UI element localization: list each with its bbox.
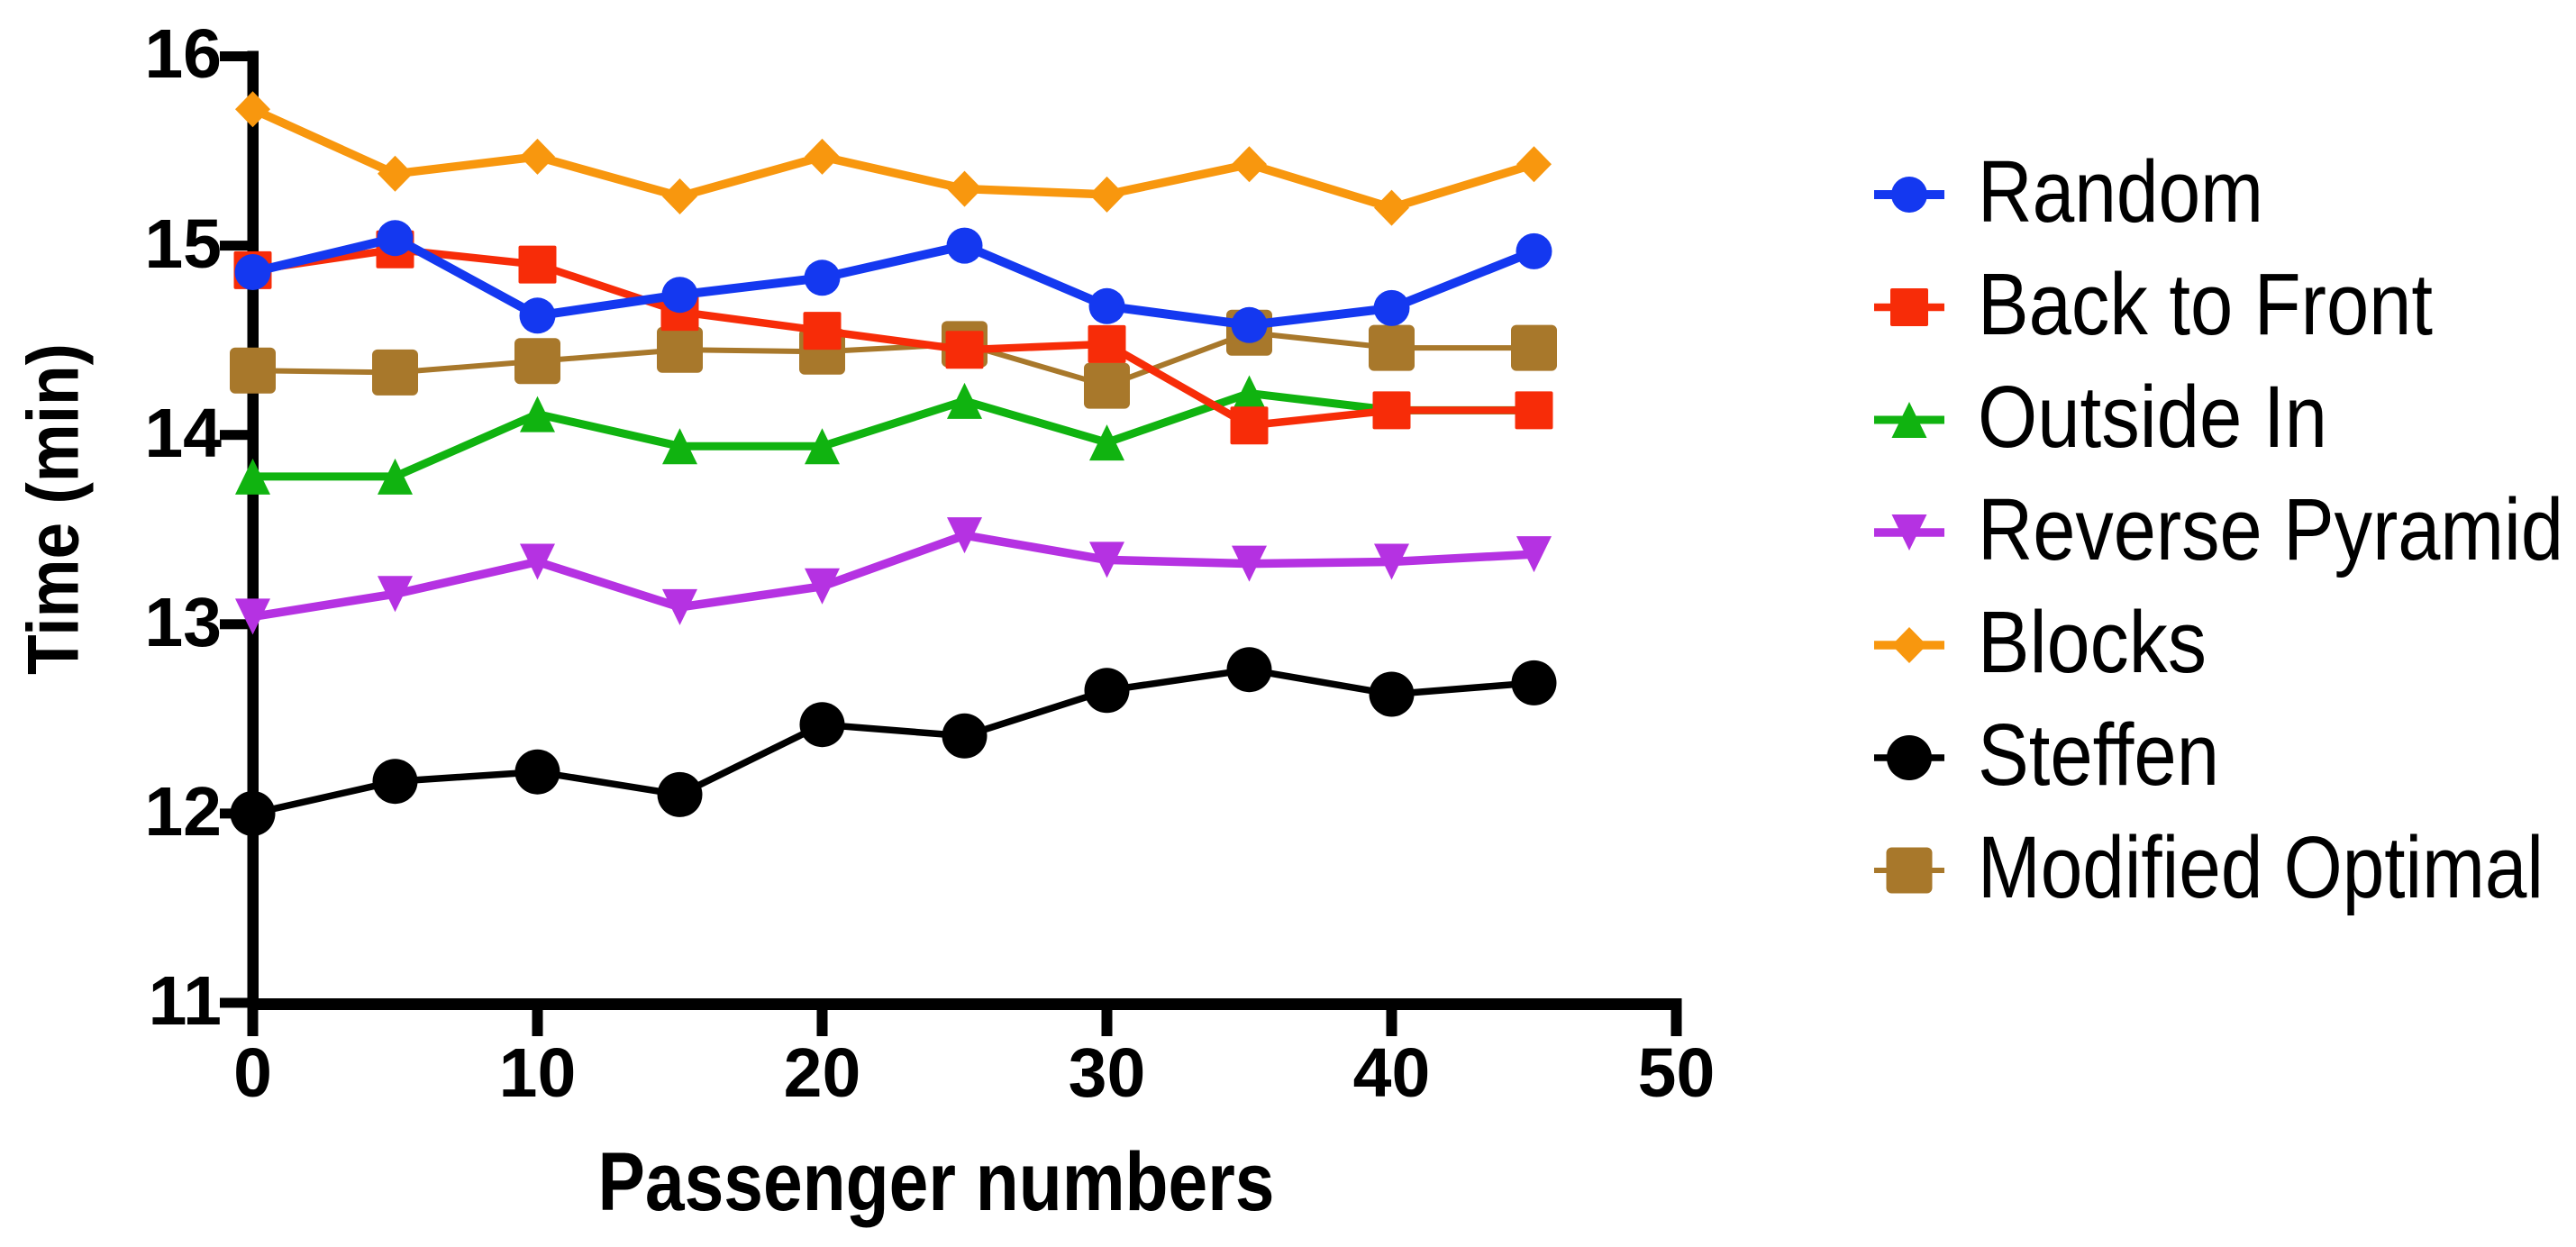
svg-text:Random: Random (1978, 142, 2263, 241)
svg-text:11: 11 (149, 962, 222, 1040)
svg-text:13: 13 (144, 584, 222, 661)
svg-text:14: 14 (144, 395, 222, 472)
svg-text:10: 10 (499, 1034, 577, 1112)
svg-text:Reverse Pyramid: Reverse Pyramid (1978, 480, 2563, 578)
svg-text:Modified Optimal: Modified Optimal (1978, 818, 2544, 916)
svg-text:15: 15 (144, 205, 222, 283)
svg-text:30: 30 (1069, 1034, 1146, 1112)
svg-text:Back to Front: Back to Front (1978, 255, 2433, 353)
svg-text:50: 50 (1638, 1034, 1716, 1112)
svg-text:Passenger numbers: Passenger numbers (598, 1136, 1275, 1228)
svg-text:12: 12 (144, 773, 222, 851)
svg-text:Time (min): Time (min) (14, 343, 95, 675)
svg-text:40: 40 (1353, 1034, 1431, 1112)
svg-text:Blocks: Blocks (1978, 593, 2207, 691)
svg-text:0: 0 (233, 1034, 272, 1112)
svg-text:16: 16 (144, 15, 222, 93)
svg-text:20: 20 (784, 1034, 861, 1112)
svg-text:Outside In: Outside In (1978, 368, 2327, 466)
svg-text:Steffen: Steffen (1978, 705, 2219, 804)
